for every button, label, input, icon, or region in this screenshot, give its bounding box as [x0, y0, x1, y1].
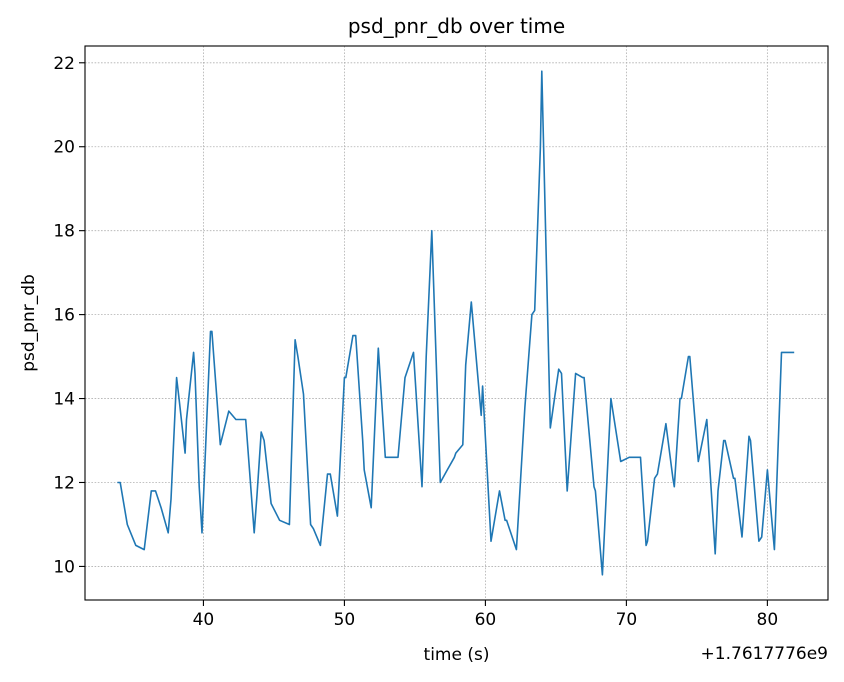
x-axis-label: time (s) — [424, 645, 490, 665]
x-tick-label: 60 — [475, 610, 497, 630]
x-axis-ticks: 40 50 60 70 80 — [193, 600, 779, 630]
y-tick-label: 18 — [53, 222, 75, 242]
x-tick-label: 50 — [334, 610, 356, 630]
x-tick-label: 80 — [757, 610, 779, 630]
series-line — [117, 70, 795, 576]
axes-frame — [84, 45, 829, 601]
y-tick-label: 10 — [53, 557, 75, 577]
x-axis-offset-label: +1.7617776e9 — [701, 644, 828, 664]
y-tick-label: 14 — [53, 390, 75, 410]
y-axis-label: psd_pnr_db — [19, 274, 39, 372]
x-tick-label: 70 — [616, 610, 638, 630]
plot-area — [85, 46, 828, 600]
chart-title: psd_pnr_db over time — [348, 14, 565, 38]
y-tick-label: 22 — [53, 54, 75, 74]
x-tick-label: 40 — [193, 610, 215, 630]
y-tick-label: 16 — [53, 306, 75, 326]
y-tick-label: 12 — [53, 473, 75, 493]
series-layer — [117, 70, 795, 576]
y-axis-ticks: 10 12 14 16 18 20 22 — [53, 54, 85, 577]
y-tick-label: 20 — [53, 138, 75, 158]
